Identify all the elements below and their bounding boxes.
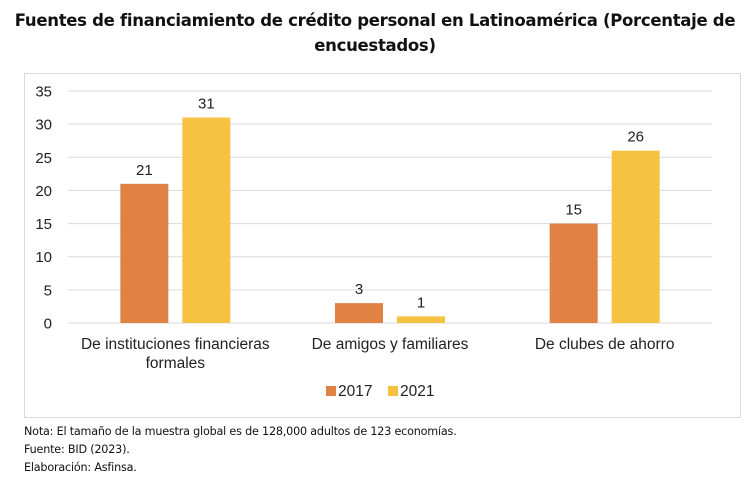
y-tick-label: 5 xyxy=(44,282,52,299)
x-tick-label: formales xyxy=(146,355,206,372)
bar-2017-2 xyxy=(549,223,598,323)
x-tick-label: De clubes de ahorro xyxy=(535,336,675,353)
chart-title-line-2: encuestados) xyxy=(314,36,436,55)
note-text: Nota: El tamaño de la muestra global es … xyxy=(24,425,457,438)
legend-label-2017: 2017 xyxy=(338,383,372,400)
x-tick-label: De instituciones financieras xyxy=(81,336,270,353)
chart-title-line-1: Fuentes de financiamiento de crédito per… xyxy=(14,11,736,30)
data-label: 1 xyxy=(417,294,425,311)
y-tick-label: 20 xyxy=(35,183,52,200)
y-axis-ticks: 0 5 10 15 20 25 30 35 xyxy=(35,84,52,333)
y-tick-label: 10 xyxy=(35,249,52,266)
bar-2021-2 xyxy=(611,150,660,323)
gridlines xyxy=(68,90,712,324)
legend-swatch-2017 xyxy=(326,386,336,396)
bar-2021-1 xyxy=(397,316,445,323)
legend-swatch-2021 xyxy=(388,386,398,396)
y-tick-label: 15 xyxy=(35,216,52,233)
x-tick-label: De amigos y familiares xyxy=(312,336,469,353)
legend-label-2021: 2021 xyxy=(400,383,434,400)
chart-title: Fuentes de financiamiento de crédito per… xyxy=(0,8,750,58)
bar-2021-0 xyxy=(182,117,231,323)
chart-notes: Nota: El tamaño de la muestra global es … xyxy=(24,423,457,477)
y-tick-label: 0 xyxy=(44,316,52,333)
bar-2017-1 xyxy=(335,303,383,323)
y-tick-label: 25 xyxy=(35,150,52,167)
bars xyxy=(120,117,660,323)
y-tick-label: 30 xyxy=(35,117,52,134)
x-axis-labels: De instituciones financieras formales De a… xyxy=(81,336,674,372)
legend: 2017 2021 xyxy=(326,383,434,400)
data-label: 26 xyxy=(627,129,644,146)
data-label: 31 xyxy=(198,96,215,113)
data-label: 15 xyxy=(565,202,582,219)
elaboration-text: Elaboración: Asfinsa. xyxy=(24,461,137,474)
data-label: 3 xyxy=(355,281,363,298)
bar-2017-0 xyxy=(120,183,169,323)
data-label: 21 xyxy=(136,162,153,179)
y-tick-label: 35 xyxy=(35,84,52,101)
source-text: Fuente: BID (2023). xyxy=(24,443,130,456)
